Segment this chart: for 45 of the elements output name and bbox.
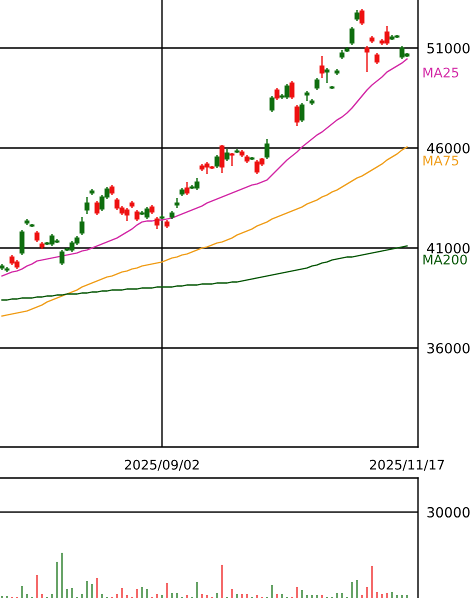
- candlestick: [274, 87, 280, 101]
- y-tick-label: 46000: [427, 142, 470, 154]
- candlestick: [324, 67, 330, 84]
- x-tick-label: 2025/11/17: [370, 460, 444, 471]
- series-label: MA200: [423, 254, 467, 265]
- candlestick: [264, 138, 270, 160]
- series-label: MA25: [423, 68, 458, 78]
- candlestick: [270, 95, 274, 113]
- candlestick: [214, 154, 220, 169]
- y-tick-label: 30000: [427, 507, 470, 518]
- candlestick: [354, 9, 360, 22]
- candlestick: [184, 181, 190, 196]
- candlestick: [350, 26, 354, 46]
- candlestick: [20, 229, 24, 256]
- candlestick: [364, 45, 370, 73]
- candlestick: [340, 49, 344, 60]
- series-label: MA75: [423, 156, 458, 166]
- candlestick: [134, 209, 140, 222]
- line-series: [1, 146, 408, 317]
- candlestick: [154, 216, 160, 230]
- candlestick: [314, 77, 320, 91]
- candlestick: [304, 90, 310, 102]
- y-tick-label: 51000: [427, 42, 470, 54]
- y-tick-label: 41000: [427, 242, 470, 254]
- x-tick-label: 2025/09/02: [124, 460, 199, 471]
- candlestick: [174, 197, 180, 209]
- candlestick: [300, 102, 304, 123]
- candlestick: [290, 80, 294, 100]
- candlestick: [320, 55, 324, 79]
- candlestick: [294, 104, 300, 127]
- candlestick: [150, 204, 154, 215]
- candlestick: [224, 148, 230, 162]
- candlestick: [360, 8, 364, 26]
- candlestick: [110, 184, 114, 196]
- line-series: [1, 245, 408, 301]
- y-tick-label: 36000: [427, 342, 470, 354]
- candlestick: [80, 216, 84, 236]
- candlestick: [374, 52, 380, 65]
- candlestick: [34, 230, 40, 243]
- candlestick: [60, 249, 64, 266]
- line-series: [1, 58, 408, 277]
- candlestick: [94, 200, 100, 216]
- candlestick: [220, 144, 224, 174]
- candlestick: [230, 152, 234, 167]
- candlestick: [84, 196, 90, 215]
